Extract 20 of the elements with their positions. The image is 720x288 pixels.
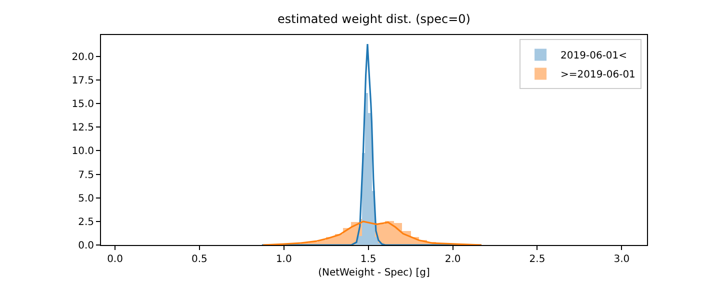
y-tick-label: 15.0 [72,98,94,110]
chart-title: estimated weight dist. (spec=0) [278,12,470,26]
legend-label: >=2019-06-01 [560,70,636,81]
y-tick-label: 12.5 [72,122,94,134]
y-tick-label: 5.0 [78,193,94,204]
x-tick-label: 2.0 [444,254,461,265]
x-tick-label: 0.0 [107,254,123,265]
x-tick-label: 3.0 [614,254,630,265]
legend-label: 2019-06-01< [560,50,628,62]
y-tick-label: 10.0 [72,146,94,158]
y-tick-label: 20.0 [72,52,94,63]
y-tick-label: 0.0 [78,240,94,252]
y-tick-label: 2.5 [78,216,94,228]
y-tick-label: 17.5 [72,75,94,86]
x-tick-label: 1.5 [360,254,376,265]
y-tick-label: 7.5 [78,170,94,181]
x-tick-label: 1.0 [276,254,292,265]
x-tick-label: 0.5 [192,254,208,265]
x-axis-title: (NetWeight - Spec) [g] [318,268,430,278]
x-tick-label: 2.5 [529,254,546,265]
